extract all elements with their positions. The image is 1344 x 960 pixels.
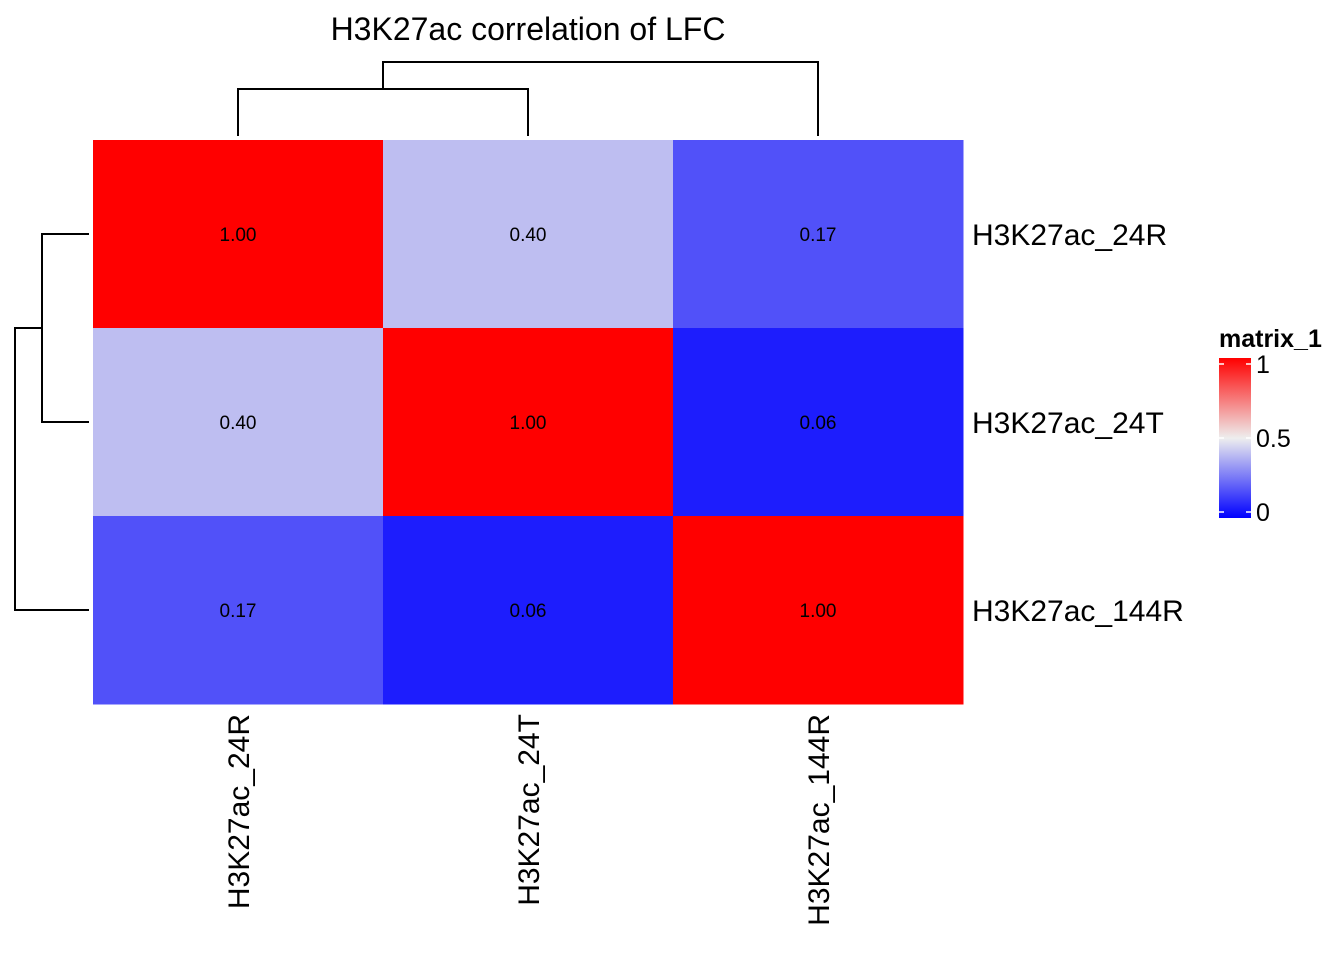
heatmap-cell	[93, 328, 384, 517]
heatmap-cell	[383, 516, 674, 705]
row-label: H3K27ac_144R	[972, 595, 1184, 628]
column-dendrogram-branch	[237, 61, 819, 136]
row-labels: H3K27ac_24R H3K27ac_24T H3K27ac_144R	[972, 219, 1184, 628]
heatmap-cells: 1.00 0.40 0.17 0.40 1.00 0.06 0.17 0.06 1.00	[93, 140, 964, 705]
legend-title: matrix_1	[1219, 325, 1322, 353]
row-dendrogram	[14, 233, 89, 611]
legend-colorbar	[1219, 358, 1251, 518]
cell-value-label: 1.00	[800, 601, 837, 622]
heatmap-cell	[383, 328, 674, 517]
cell-value-label: 0.06	[800, 413, 837, 434]
cell-value-label: 1.00	[220, 225, 257, 246]
column-label: H3K27ac_144R	[803, 714, 836, 926]
column-labels: H3K27ac_24R H3K27ac_24T H3K27ac_144R	[223, 714, 836, 926]
column-label: H3K27ac_24R	[223, 714, 256, 909]
heatmap-cell	[673, 516, 964, 705]
cell-value-label: 0.06	[510, 601, 547, 622]
chart-title: H3K27ac correlation of LFC	[331, 11, 726, 47]
row-label: H3K27ac_24R	[972, 219, 1167, 252]
legend-tick-label: 0.5	[1256, 425, 1291, 453]
column-dendrogram	[237, 61, 819, 136]
heatmap-cell	[383, 140, 674, 329]
cell-value-label: 1.00	[510, 413, 547, 434]
heatmap-cell	[673, 328, 964, 517]
legend-ticks: 10.50	[1219, 351, 1291, 527]
legend-tick-label: 1	[1256, 351, 1270, 379]
cell-value-label: 0.17	[800, 225, 837, 246]
row-dendrogram-branch	[14, 233, 89, 611]
heatmap-cell	[93, 516, 384, 705]
color-legend: matrix_1 10.50	[1219, 325, 1322, 527]
legend-tick-label: 0	[1256, 499, 1270, 527]
cell-value-label: 0.40	[510, 225, 547, 246]
cell-value-label: 0.17	[220, 601, 257, 622]
row-label: H3K27ac_24T	[972, 407, 1164, 440]
heatmap-cell	[673, 140, 964, 329]
cell-value-label: 0.40	[220, 413, 257, 434]
heatmap-cell	[93, 140, 384, 329]
column-label: H3K27ac_24T	[513, 714, 546, 906]
